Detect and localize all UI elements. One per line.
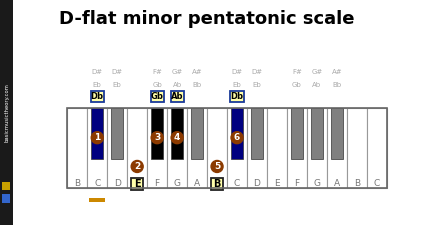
Bar: [127, 108, 147, 188]
Text: Eb: Eb: [253, 82, 261, 88]
Text: F: F: [294, 179, 300, 188]
Text: Gb: Gb: [151, 92, 164, 101]
Circle shape: [211, 160, 223, 172]
Bar: [107, 108, 127, 188]
Text: Gb: Gb: [292, 82, 302, 88]
Text: Ab: Ab: [172, 82, 182, 88]
Circle shape: [131, 160, 143, 172]
Text: A#: A#: [332, 69, 342, 75]
Text: G#: G#: [311, 69, 323, 75]
Text: E: E: [274, 179, 280, 188]
Text: A#: A#: [192, 69, 202, 75]
Text: basicmusictheory.com: basicmusictheory.com: [4, 83, 9, 142]
Text: Ab: Ab: [171, 92, 183, 101]
Bar: [327, 108, 347, 188]
Bar: [347, 108, 367, 188]
Bar: [147, 108, 167, 188]
Text: B: B: [354, 179, 360, 188]
Bar: [171, 108, 183, 159]
Text: 5: 5: [214, 162, 220, 171]
Bar: [207, 108, 227, 188]
Text: Eb: Eb: [233, 82, 242, 88]
Text: D: D: [114, 179, 121, 188]
Text: D-flat minor pentatonic scale: D-flat minor pentatonic scale: [59, 10, 355, 28]
Bar: [87, 108, 107, 188]
Bar: [92, 108, 103, 159]
Bar: [191, 108, 203, 159]
Bar: [231, 108, 243, 159]
Bar: [251, 108, 263, 159]
Text: D#: D#: [112, 69, 123, 75]
Text: F#: F#: [292, 69, 302, 75]
Text: Db: Db: [91, 92, 104, 101]
Bar: [67, 108, 387, 188]
Text: G: G: [174, 179, 180, 188]
Text: Gb: Gb: [152, 82, 162, 88]
Bar: [307, 108, 327, 188]
Text: F#: F#: [152, 69, 162, 75]
Text: Bb: Bb: [332, 82, 341, 88]
Text: C: C: [234, 179, 240, 188]
Text: C: C: [94, 179, 100, 188]
Circle shape: [151, 132, 163, 144]
Text: B: B: [213, 179, 221, 189]
FancyBboxPatch shape: [211, 178, 223, 190]
Text: D: D: [253, 179, 260, 188]
Bar: [151, 108, 163, 159]
Bar: [367, 108, 387, 188]
Text: Eb: Eb: [113, 82, 121, 88]
FancyBboxPatch shape: [171, 91, 184, 102]
Text: D#: D#: [92, 69, 103, 75]
Text: Bb: Bb: [193, 82, 202, 88]
Text: D#: D#: [231, 69, 242, 75]
Text: A: A: [334, 179, 340, 188]
Text: G#: G#: [172, 69, 183, 75]
Text: D#: D#: [251, 69, 263, 75]
Bar: [67, 108, 87, 188]
Text: F: F: [154, 179, 160, 188]
Text: B: B: [74, 179, 81, 188]
Circle shape: [231, 132, 243, 144]
Bar: [291, 108, 303, 159]
Bar: [287, 108, 307, 188]
Text: 6: 6: [234, 133, 240, 142]
Circle shape: [171, 132, 183, 144]
Text: Db: Db: [231, 92, 243, 101]
Bar: [331, 108, 343, 159]
Text: 3: 3: [154, 133, 160, 142]
Text: C: C: [374, 179, 380, 188]
FancyBboxPatch shape: [231, 91, 244, 102]
Bar: [247, 108, 267, 188]
Circle shape: [91, 132, 103, 144]
Bar: [227, 108, 247, 188]
FancyBboxPatch shape: [91, 91, 104, 102]
Text: 4: 4: [174, 133, 180, 142]
Text: G: G: [313, 179, 320, 188]
FancyBboxPatch shape: [150, 91, 164, 102]
Text: E: E: [134, 179, 140, 189]
Bar: [167, 108, 187, 188]
Bar: [311, 108, 323, 159]
Bar: [187, 108, 207, 188]
Bar: [88, 198, 105, 202]
Bar: [267, 108, 287, 188]
FancyBboxPatch shape: [131, 178, 143, 190]
Text: A: A: [194, 179, 200, 188]
Text: 1: 1: [94, 133, 100, 142]
Text: Eb: Eb: [93, 82, 102, 88]
Text: 2: 2: [134, 162, 140, 171]
Text: Ab: Ab: [312, 82, 322, 88]
Bar: [111, 108, 123, 159]
